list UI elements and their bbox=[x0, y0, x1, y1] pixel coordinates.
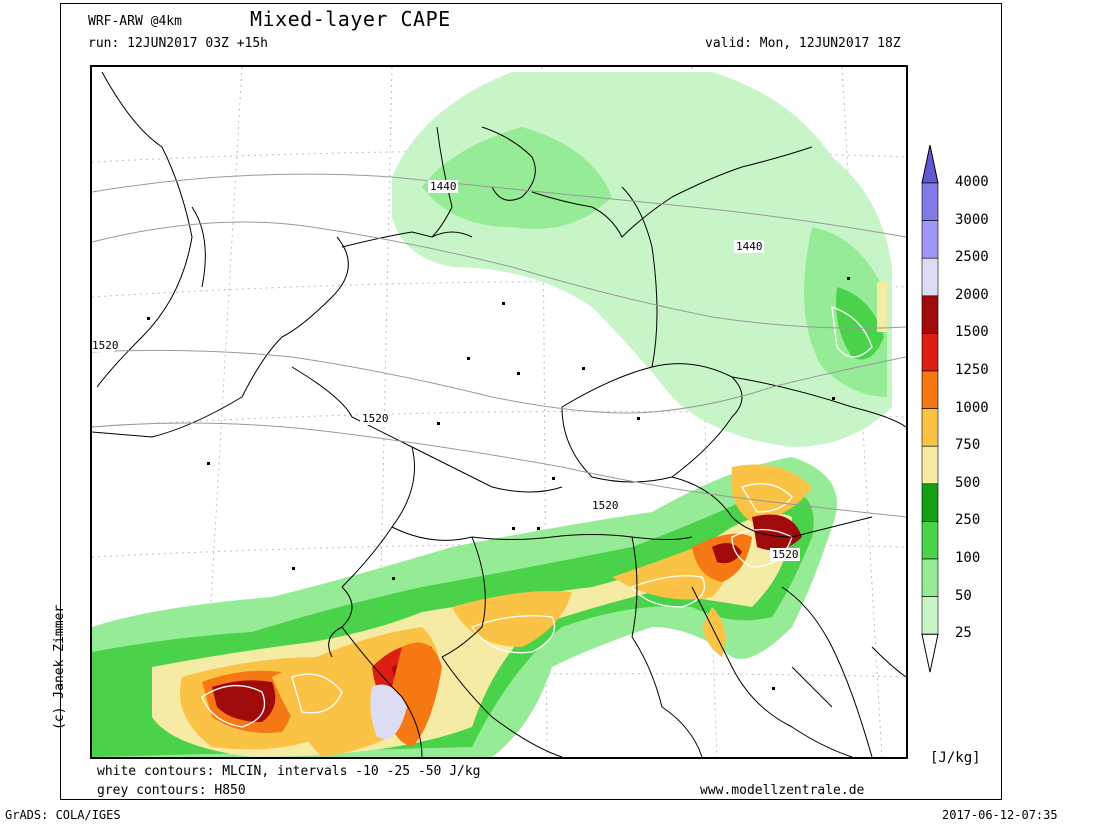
colorbar-tick-label: 250 bbox=[955, 512, 981, 529]
colorbar-cell bbox=[921, 220, 939, 259]
colorbar-tick-label: 25 bbox=[955, 625, 972, 642]
colorbar-cell bbox=[921, 257, 939, 297]
copyright-label: (c) Janek Zimmer bbox=[52, 604, 67, 730]
colorbar-cell bbox=[921, 521, 939, 560]
grads-credit: GrADS: COLA/IGES bbox=[5, 808, 121, 822]
colorbar-tick-label: 3000 bbox=[955, 211, 989, 228]
colorbar-tick-label: 100 bbox=[955, 550, 981, 566]
colorbar-cell bbox=[921, 182, 939, 221]
valid-time-label: valid: Mon, 12JUN2017 18Z bbox=[705, 36, 901, 51]
unit-label: [J/kg] bbox=[930, 750, 981, 766]
city-markers bbox=[147, 277, 850, 690]
h850-label: 1520 bbox=[592, 499, 619, 512]
cape-field-north bbox=[392, 72, 892, 447]
map-canvas: 1440 1440 1520 1520 1520 1520 bbox=[92, 67, 906, 757]
chart-title: Mixed-layer CAPE bbox=[250, 7, 451, 31]
h850-label: 1520 bbox=[362, 412, 389, 425]
h850-label: 1520 bbox=[772, 548, 799, 561]
white-contour-legend: white contours: MLCIN, intervals -10 -25… bbox=[97, 764, 481, 779]
generated-timestamp: 2017-06-12-07:35 bbox=[942, 808, 1058, 822]
colorbar-tick-label: 1250 bbox=[955, 362, 989, 378]
h850-label: 1520 bbox=[92, 339, 119, 352]
colorbar-cell bbox=[921, 633, 939, 673]
model-label: WRF-ARW @4km bbox=[88, 14, 182, 29]
colorbar-cell bbox=[921, 558, 939, 597]
colorbar-cell bbox=[921, 596, 939, 635]
colorbar-cell bbox=[921, 295, 939, 334]
colorbar-tick-label: 4000 bbox=[955, 174, 989, 190]
grey-contour-legend: grey contours: H850 bbox=[97, 783, 246, 798]
colorbar-tick-label: 50 bbox=[955, 587, 972, 604]
h850-labels: 1440 1440 1520 1520 1520 1520 bbox=[92, 180, 800, 561]
cape-map: 1440 1440 1520 1520 1520 1520 bbox=[90, 65, 908, 759]
cape-field-south bbox=[92, 457, 837, 757]
colorbar-cell bbox=[921, 370, 939, 409]
colorbar-cell bbox=[921, 483, 939, 522]
colorbar-tick-label: 2000 bbox=[955, 286, 989, 303]
h850-label: 1440 bbox=[430, 180, 457, 193]
colorbar-cell bbox=[921, 333, 939, 372]
colorbar-tick-label: 2500 bbox=[955, 249, 989, 266]
colorbar-cell bbox=[921, 408, 939, 447]
colorbar-tick-label: 750 bbox=[955, 437, 981, 454]
colorbar-tick-label: 500 bbox=[955, 474, 981, 491]
coastlines-borders bbox=[92, 71, 906, 757]
colorbar-tick-label: 1500 bbox=[955, 324, 989, 341]
h850-label: 1440 bbox=[736, 240, 763, 253]
run-label: run: 12JUN2017 03Z +15h bbox=[88, 36, 269, 51]
website-link[interactable]: www.modellzentrale.de bbox=[700, 783, 865, 798]
mlcin-contours bbox=[201, 306, 873, 728]
figure-frame bbox=[60, 3, 1002, 800]
colorbar bbox=[921, 145, 939, 673]
colorbar-cell bbox=[921, 145, 939, 184]
colorbar-tick-label: 1000 bbox=[955, 399, 989, 416]
h850-contours bbox=[92, 173, 906, 518]
colorbar-cell bbox=[921, 445, 939, 485]
